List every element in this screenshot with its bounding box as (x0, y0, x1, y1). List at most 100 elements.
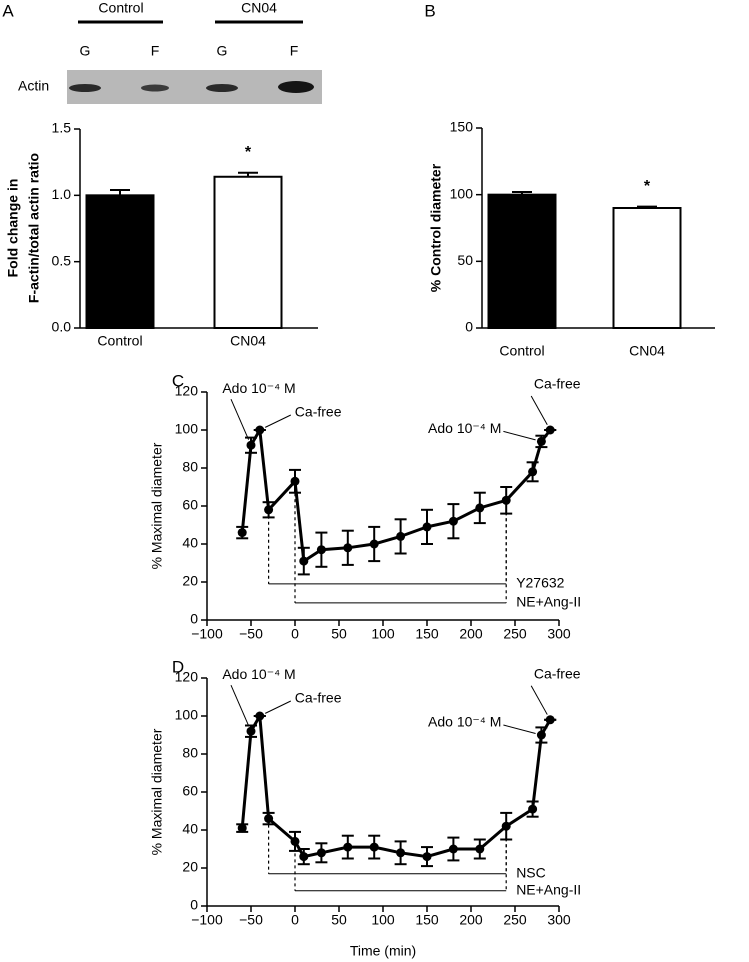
bracket-label: NSC (516, 864, 546, 880)
data-point (448, 844, 458, 854)
data-point (396, 531, 406, 541)
x-tick-label: 250 (503, 626, 527, 642)
x-tick-label: CN04 (629, 343, 665, 359)
y-tick-label: 0.0 (52, 319, 72, 335)
data-point (264, 814, 274, 824)
series-line (240, 714, 552, 859)
data-point (264, 505, 274, 515)
x-tick-label: −100 (191, 626, 223, 642)
y-tick-label: 0 (465, 319, 473, 335)
band (69, 84, 101, 92)
band (141, 84, 169, 92)
x-tick-label: 100 (371, 912, 395, 928)
data-point (299, 852, 309, 862)
band (206, 84, 238, 92)
x-tick-label: −100 (191, 912, 223, 928)
x-tick-label: CN04 (230, 333, 266, 349)
data-point (422, 522, 432, 532)
y-tick-label: 40 (182, 535, 198, 551)
data-point (528, 804, 538, 814)
y-tick-label: 100 (175, 421, 199, 437)
y-tick-label: 20 (182, 859, 198, 875)
x-tick-label: 50 (331, 912, 347, 928)
callout-line (264, 414, 292, 428)
significance-mark: * (245, 144, 252, 161)
y-tick-label: 100 (175, 707, 199, 723)
data-point (422, 852, 432, 862)
y-axis-label: Fold change in (5, 179, 21, 278)
x-tick-label: 0 (291, 626, 299, 642)
data-point (475, 503, 485, 513)
data-point (290, 476, 300, 486)
data-point (396, 848, 406, 858)
y-tick-label: 100 (450, 185, 474, 201)
x-tick-label: 100 (371, 626, 395, 642)
callout-line (530, 685, 548, 715)
annotation: Ado 10⁻⁴ M (428, 420, 501, 436)
y-tick-label: 60 (182, 497, 198, 513)
lane-label: G (217, 43, 228, 59)
data-point (237, 823, 247, 833)
data-point (299, 556, 309, 566)
y-tick-label: 50 (457, 252, 473, 268)
data-point (316, 848, 326, 858)
blot-group: CN04 (241, 0, 277, 16)
callout-line (264, 700, 292, 714)
y-tick-label: 20 (182, 573, 198, 589)
callout-line (503, 430, 536, 441)
x-tick-label: 300 (547, 626, 571, 642)
y-tick-label: 60 (182, 783, 198, 799)
y-tick-label: 0 (190, 897, 198, 913)
y-tick-label: 80 (182, 459, 198, 475)
panel-label: C (172, 371, 184, 390)
band (278, 81, 314, 93)
y-axis-label: % Maximal diameter (149, 442, 165, 569)
x-tick-label: 50 (331, 626, 347, 642)
y-tick-label: 1.0 (52, 186, 72, 202)
callout-line (530, 395, 548, 426)
callout-line (503, 724, 536, 734)
x-tick-label: 150 (415, 626, 439, 642)
data-point (536, 730, 546, 740)
x-tick-label: 200 (459, 912, 483, 928)
y-axis-label: F-actin/total actin ratio (26, 153, 42, 303)
bar (213, 175, 283, 329)
bar (487, 193, 557, 329)
data-point (316, 545, 326, 555)
blot: Control CN04 G F G F Actin (18, 0, 322, 104)
data-point (246, 726, 256, 736)
data-point (369, 539, 379, 549)
blot-group: Control (98, 0, 143, 16)
panel-label: A (2, 1, 14, 20)
x-tick-label: Control (499, 343, 544, 359)
y-tick-label: 0.5 (52, 252, 72, 268)
bracket-label: NE+Ang-II (516, 882, 581, 898)
x-tick-label: 250 (503, 912, 527, 928)
data-point (237, 528, 247, 538)
annotation: Ca-free (534, 376, 581, 392)
y-tick-label: 120 (175, 669, 199, 685)
annotation: Ado 10⁻⁴ M (428, 714, 501, 730)
x-tick-label: 300 (547, 912, 571, 928)
panel-label: B (424, 1, 435, 20)
significance-mark: * (644, 178, 651, 195)
data-point (545, 425, 555, 435)
data-point (255, 711, 265, 721)
bracket-label: Y27632 (516, 575, 564, 591)
y-tick-label: 1.5 (52, 120, 72, 136)
data-point (343, 842, 353, 852)
data-point (448, 516, 458, 526)
x-tick-label: −50 (239, 912, 263, 928)
x-tick-label: 150 (415, 912, 439, 928)
y-tick-label: 80 (182, 745, 198, 761)
annotation: Ca-free (534, 666, 581, 682)
bracket-label: NE+Ang-II (516, 594, 581, 610)
data-point (475, 844, 485, 854)
bar (612, 207, 682, 329)
x-tick-label: −50 (239, 626, 263, 642)
data-point (528, 467, 538, 477)
y-axis-label: % Maximal diameter (149, 728, 165, 855)
data-point (536, 436, 546, 446)
